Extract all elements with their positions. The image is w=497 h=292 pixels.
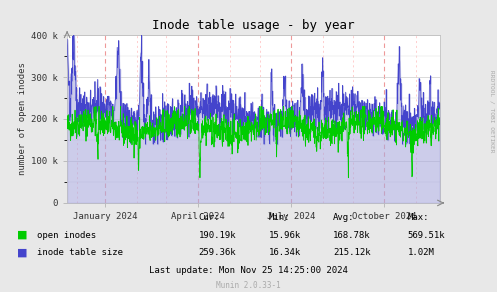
Text: 1.02M: 1.02M — [408, 248, 434, 257]
Text: ■: ■ — [17, 248, 28, 258]
Y-axis label: number of open inodes: number of open inodes — [18, 62, 27, 175]
Text: Min:: Min: — [268, 213, 290, 222]
Text: RRDTOOL / TOBI OETIKER: RRDTOOL / TOBI OETIKER — [490, 70, 495, 152]
Text: ■: ■ — [17, 230, 28, 240]
Text: 168.78k: 168.78k — [333, 231, 371, 239]
Text: inode table size: inode table size — [37, 248, 123, 257]
Text: 190.19k: 190.19k — [199, 231, 237, 239]
Text: 16.34k: 16.34k — [268, 248, 301, 257]
Text: Munin 2.0.33-1: Munin 2.0.33-1 — [216, 281, 281, 290]
Text: 215.12k: 215.12k — [333, 248, 371, 257]
Text: 569.51k: 569.51k — [408, 231, 445, 239]
Text: open inodes: open inodes — [37, 231, 96, 239]
Text: 15.96k: 15.96k — [268, 231, 301, 239]
Text: Cur:: Cur: — [199, 213, 220, 222]
Text: Avg:: Avg: — [333, 213, 354, 222]
Text: 259.36k: 259.36k — [199, 248, 237, 257]
Text: Last update: Mon Nov 25 14:25:00 2024: Last update: Mon Nov 25 14:25:00 2024 — [149, 266, 348, 274]
Text: Max:: Max: — [408, 213, 429, 222]
Title: Inode table usage - by year: Inode table usage - by year — [152, 20, 355, 32]
